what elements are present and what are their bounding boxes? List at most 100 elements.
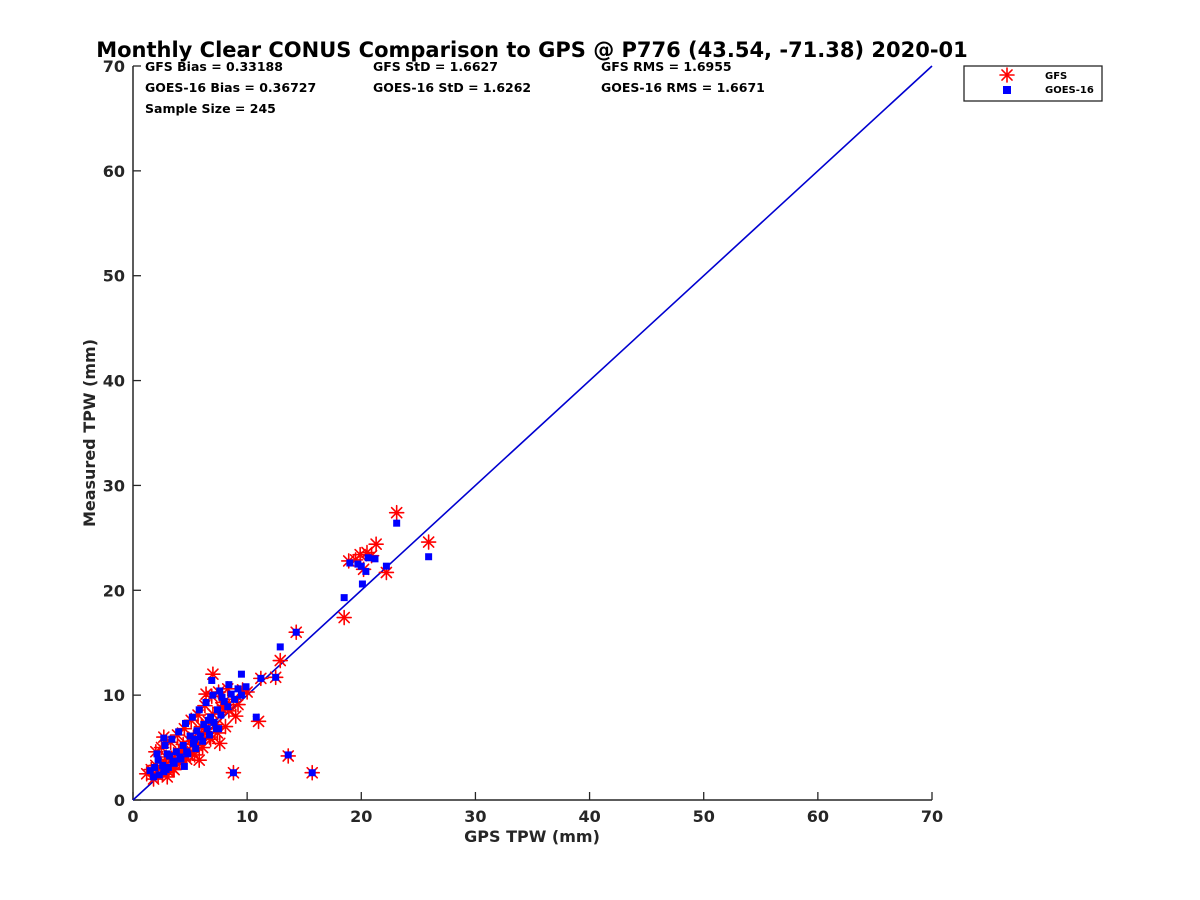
goes16-point: [225, 681, 233, 689]
goes16-point: [175, 728, 183, 736]
legend-goes16-marker: [1003, 86, 1011, 94]
x-tick-label: 70: [921, 807, 943, 826]
x-tick-label: 50: [693, 807, 715, 826]
goes16-point: [184, 750, 192, 758]
goes16-point: [161, 741, 169, 749]
goes16-point: [252, 713, 260, 721]
goes16-point: [284, 751, 292, 759]
y-tick-label: 20: [103, 581, 125, 600]
x-tick-label: 20: [350, 807, 372, 826]
gfs-rms-stat: GFS RMS = 1.6955: [601, 59, 732, 74]
goes16-point: [234, 685, 242, 693]
goes16-point: [340, 594, 348, 602]
goes16-point: [164, 763, 172, 771]
goes16-point: [170, 759, 178, 767]
goes16-point: [153, 750, 161, 758]
goes16-point: [216, 687, 224, 695]
goes16-point: [217, 711, 225, 719]
goes16-point: [229, 769, 237, 777]
legend-box: [963, 65, 1103, 102]
goes16-point: [210, 718, 218, 726]
gfs-point: [368, 536, 384, 552]
y-tick-label: 0: [114, 791, 125, 810]
x-tick-label: 30: [464, 807, 486, 826]
y-tick-label: 10: [103, 686, 125, 705]
gfs-point: [420, 534, 437, 550]
goes16-point: [160, 734, 168, 742]
goes16-point: [272, 673, 280, 681]
goes16-point: [346, 559, 354, 567]
goes16-point: [364, 554, 372, 562]
gfs-point: [211, 735, 228, 752]
goes16-point: [154, 756, 162, 764]
axes: [132, 66, 932, 801]
y-ticks: 0 10 20 30 40 50 60 70: [103, 57, 141, 810]
gfs-std-stat: GFS StD = 1.6627: [373, 59, 498, 74]
goes16-point: [204, 716, 212, 724]
goes16-point: [209, 691, 217, 699]
y-tick-label: 70: [103, 57, 125, 76]
x-ticks: 0 10 20 30 40 50 60 70: [127, 792, 943, 826]
goes16-point: [155, 771, 163, 779]
x-tick-label: 60: [807, 807, 829, 826]
goes16-point: [362, 567, 370, 575]
goes16-point: [195, 706, 203, 714]
x-axis-label: GPS TPW (mm): [464, 827, 600, 846]
goes16-point: [150, 773, 158, 781]
chart-title: Monthly Clear CONUS Comparison to GPS @ …: [96, 38, 968, 62]
goes16-point: [231, 695, 239, 703]
goes16-point: [202, 698, 210, 706]
legend-gfs-label: GFS: [1045, 71, 1067, 82]
y-tick-label: 60: [103, 162, 125, 181]
goes16-point: [192, 745, 200, 753]
series-goes16: [146, 519, 433, 781]
legend: GFS GOES-16: [963, 65, 1103, 102]
goes16-point: [196, 732, 204, 740]
goes16-point: [208, 676, 216, 684]
legend-goes16-label: GOES-16: [1045, 85, 1094, 96]
goes16-point: [257, 674, 265, 682]
goes16-point: [237, 691, 245, 699]
goes16-point: [205, 731, 213, 739]
goes16-point: [237, 670, 245, 678]
goes16-point: [177, 755, 185, 763]
goes16-point: [200, 721, 208, 729]
goes16-point: [159, 761, 167, 769]
legend-gfs-marker: [999, 67, 1015, 83]
goes16-point: [182, 719, 190, 727]
goes16-point: [371, 555, 379, 563]
goes16-point: [191, 735, 199, 743]
sample-size-stat: Sample Size = 245: [145, 101, 276, 116]
y-tick-label: 50: [103, 267, 125, 286]
goes16-point: [163, 750, 171, 758]
gfs-point: [191, 752, 208, 768]
goes16-point: [179, 741, 187, 749]
goes16-point: [393, 519, 401, 527]
goes16-point: [160, 768, 168, 776]
goes16-point: [357, 562, 365, 570]
gfs-point: [272, 652, 289, 669]
goes16-point: [168, 735, 176, 743]
goes16-point: [203, 725, 211, 733]
goes16-point: [227, 690, 235, 698]
x-tick-label: 0: [127, 807, 138, 826]
y-tick-label: 30: [103, 476, 125, 495]
goes16-point: [180, 762, 188, 770]
goes16-point: [146, 767, 154, 775]
goes16-point: [215, 725, 223, 733]
gfs-point: [388, 504, 405, 521]
stats-block: GFS Bias = 0.33188 GFS StD = 1.6627 GFS …: [145, 59, 765, 116]
goes16-point: [151, 763, 159, 771]
x-tick-label: 10: [236, 807, 258, 826]
goes16-point: [358, 580, 366, 588]
goes16-point: [193, 727, 201, 735]
goes-std-stat: GOES-16 StD = 1.6262: [373, 80, 531, 95]
goes-rms-stat: GOES-16 RMS = 1.6671: [601, 80, 765, 95]
goes16-point: [276, 643, 284, 651]
goes16-point: [220, 697, 228, 705]
goes16-point: [382, 562, 390, 570]
legend-gfs-asterisk: [999, 67, 1015, 83]
goes-bias-stat: GOES-16 Bias = 0.36727: [145, 80, 316, 95]
gfs-point: [336, 609, 352, 626]
